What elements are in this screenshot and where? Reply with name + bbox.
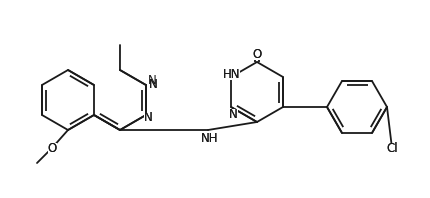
Bar: [144, 111, 153, 123]
Text: NH: NH: [201, 131, 219, 145]
Text: N: N: [149, 77, 157, 90]
Bar: [228, 109, 237, 120]
Text: N: N: [229, 108, 237, 121]
Bar: [148, 78, 157, 89]
Text: HN: HN: [223, 68, 241, 81]
Text: N: N: [229, 108, 237, 121]
Text: HN: HN: [223, 68, 241, 81]
Bar: [252, 49, 261, 60]
Bar: [47, 143, 56, 153]
Text: N: N: [144, 110, 152, 124]
Text: O: O: [47, 142, 57, 154]
Text: N: N: [149, 77, 157, 90]
Bar: [224, 69, 240, 80]
Text: O: O: [47, 142, 57, 154]
Text: O: O: [252, 48, 261, 61]
Bar: [384, 143, 400, 153]
Text: NH: NH: [201, 131, 219, 145]
Text: N: N: [144, 110, 152, 124]
Text: N: N: [147, 73, 157, 87]
Text: Cl: Cl: [386, 142, 398, 154]
Bar: [202, 132, 218, 144]
Text: Cl: Cl: [386, 142, 398, 154]
Text: O: O: [252, 48, 261, 61]
